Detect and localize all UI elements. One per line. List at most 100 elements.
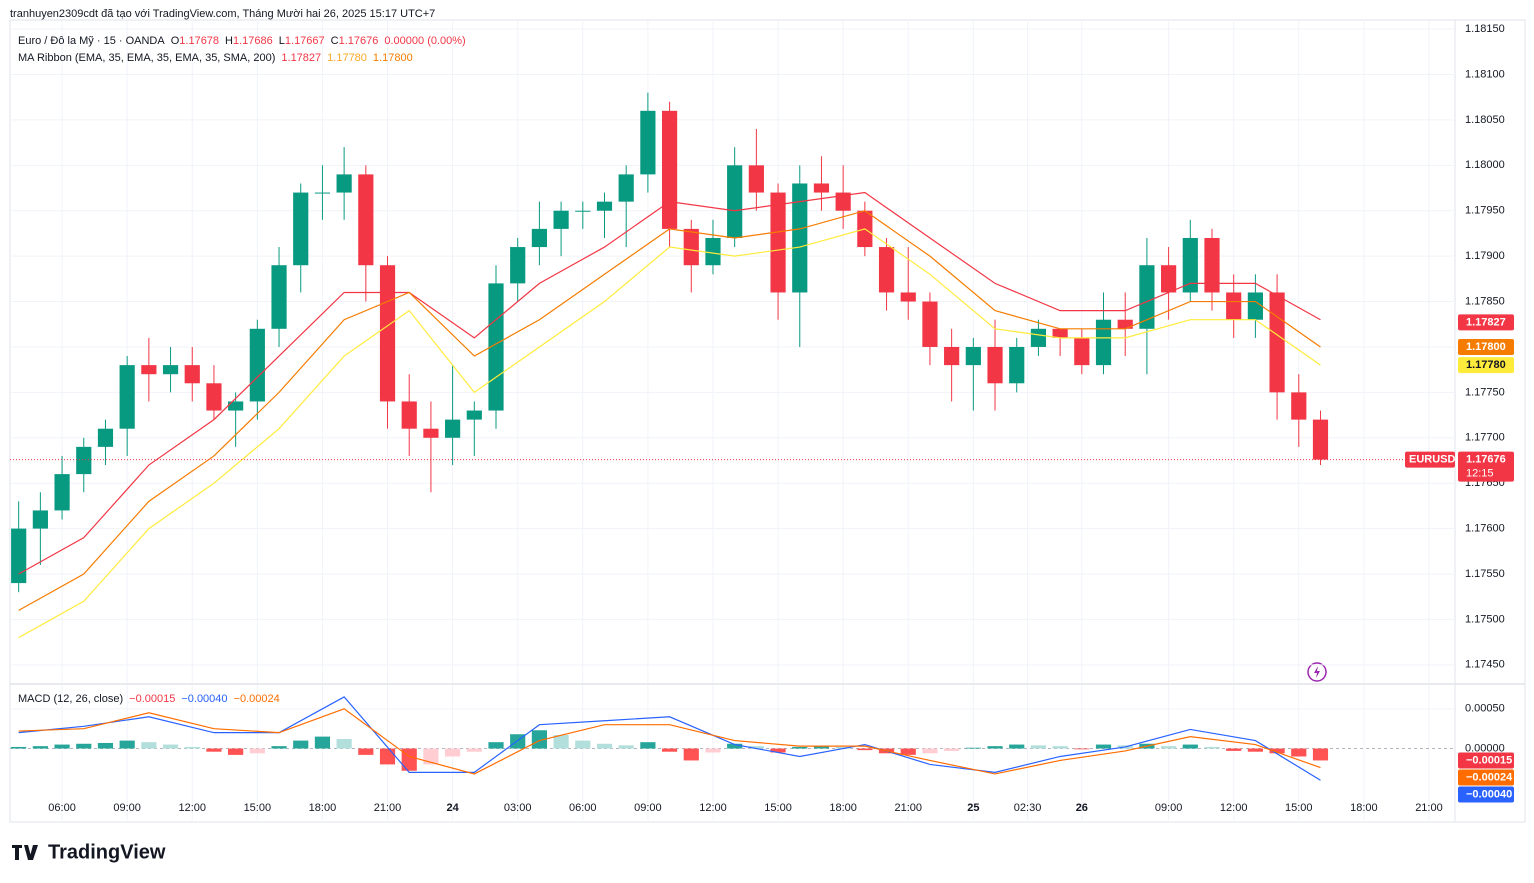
indicator-value: 1.17780 [327, 52, 367, 64]
y-tick-label: 1.17550 [1465, 568, 1505, 580]
x-tick-label: 06:00 [569, 802, 597, 814]
candle-body [76, 446, 92, 475]
candle-body [1009, 346, 1025, 384]
last-price-box [1458, 451, 1514, 482]
price-label-box [1458, 769, 1514, 786]
histogram-bar [271, 746, 287, 749]
x-tick-label: 12:00 [1220, 802, 1248, 814]
x-tick-label: 09:00 [634, 802, 662, 814]
indicator-title: MA Ribbon (EMA, 35, EMA, 35, EMA, 35, SM… [18, 52, 276, 64]
price-label-box [1458, 357, 1514, 374]
price-label: −0.00015 [1466, 754, 1512, 766]
candle-body [54, 474, 70, 511]
candle-body [987, 346, 1003, 384]
y-tick-label: 1.17750 [1465, 386, 1505, 398]
histogram-bar [1312, 748, 1329, 761]
change-value: 0.00000 (0.00%) [384, 35, 466, 47]
x-tick-label: 06:00 [48, 802, 76, 814]
x-tick-label: 12:00 [699, 802, 727, 814]
logo-icon [12, 845, 38, 860]
candle-body [249, 328, 265, 402]
candle-body [922, 301, 938, 347]
symbol-title: Euro / Đô la Mỹ · 15 · OANDA [18, 35, 165, 47]
candle-body [770, 192, 786, 293]
histogram-bar [379, 748, 396, 765]
candle-body [900, 292, 916, 302]
price-label: −0.00024 [1466, 771, 1513, 783]
indicator-value: 1.17827 [281, 52, 322, 64]
histogram-bar [944, 748, 960, 751]
candle-body [510, 247, 526, 284]
countdown-label: 12:15 [1466, 467, 1494, 479]
histogram-bar [184, 746, 200, 749]
histogram-bar [162, 744, 179, 749]
price-label: −0.00040 [1466, 788, 1512, 800]
histogram-bar [1095, 744, 1112, 749]
histogram-bar [1074, 748, 1090, 750]
ma-line [18, 210, 1321, 611]
y-tick-label: 1.18050 [1465, 114, 1505, 126]
indicator-title: MACD (12, 26, close) [18, 693, 124, 705]
histogram-bar [423, 748, 439, 765]
candle-body [1161, 265, 1177, 293]
candle-body [965, 346, 981, 366]
candle-body [206, 383, 222, 411]
macd-line [18, 708, 1321, 775]
histogram-bar [683, 748, 699, 761]
ohlc-value: 1.17686 [233, 35, 273, 47]
x-tick-label: 15:00 [244, 802, 272, 814]
histogram-bar [1204, 746, 1220, 749]
candle-body [1226, 292, 1242, 320]
symbol-box [1405, 451, 1455, 468]
x-tick-label: 18:00 [829, 802, 857, 814]
y-tick-label: 1.17600 [1465, 523, 1505, 535]
histogram-bar [553, 735, 569, 749]
histogram-bar [141, 742, 157, 749]
ma-line [18, 228, 1321, 639]
y-tick-label: 1.17950 [1465, 205, 1505, 217]
candle-body [705, 237, 721, 266]
candle-body [661, 110, 678, 229]
x-tick-label: 15:00 [1285, 802, 1313, 814]
x-tick-label: 21:00 [1415, 802, 1443, 814]
histogram-bar [1052, 746, 1068, 749]
x-tick-label: 15:00 [764, 802, 792, 814]
candle-body [1247, 292, 1263, 320]
candle-body [792, 183, 808, 293]
histogram-bar [314, 736, 331, 749]
ohlc-key: H [225, 35, 233, 47]
ohlc-key: O [170, 35, 180, 47]
histogram-bar [748, 746, 764, 749]
histogram-bar [1009, 744, 1025, 749]
candle-body [1204, 237, 1220, 293]
price-label-box [1458, 752, 1514, 769]
histogram-bar [575, 740, 591, 749]
histogram-bar [466, 748, 482, 752]
candle-body [596, 201, 613, 211]
histogram-bar [445, 748, 461, 757]
candle-body [1291, 392, 1307, 420]
y-tick-label: 1.18150 [1465, 23, 1505, 35]
histogram-bar [813, 746, 830, 749]
candle-body [553, 210, 569, 229]
histogram-bar [119, 740, 135, 749]
histogram-bar [987, 746, 1003, 749]
candle-body [1312, 419, 1329, 460]
indicator-value: −0.00024 [233, 693, 280, 705]
price-legend: Euro / Đô la Mỹ · 15 · OANDA O 1.17678 H 1.1… [18, 35, 472, 47]
histogram-bar [76, 743, 92, 749]
x-tick-label: 09:00 [1155, 802, 1183, 814]
candle-body [32, 510, 48, 529]
histogram-bar [228, 748, 244, 755]
histogram-bar [900, 748, 916, 755]
x-tick-label: 24 [446, 802, 459, 814]
indicator-value: −0.00015 [129, 693, 176, 705]
candle-body [466, 410, 482, 420]
candle-body [1139, 265, 1155, 329]
histogram-bar [1226, 748, 1242, 751]
candle-body [401, 401, 417, 429]
y-tick-label: 1.17900 [1465, 250, 1505, 262]
histogram-bar [1161, 746, 1177, 749]
candle-body [1030, 328, 1047, 347]
